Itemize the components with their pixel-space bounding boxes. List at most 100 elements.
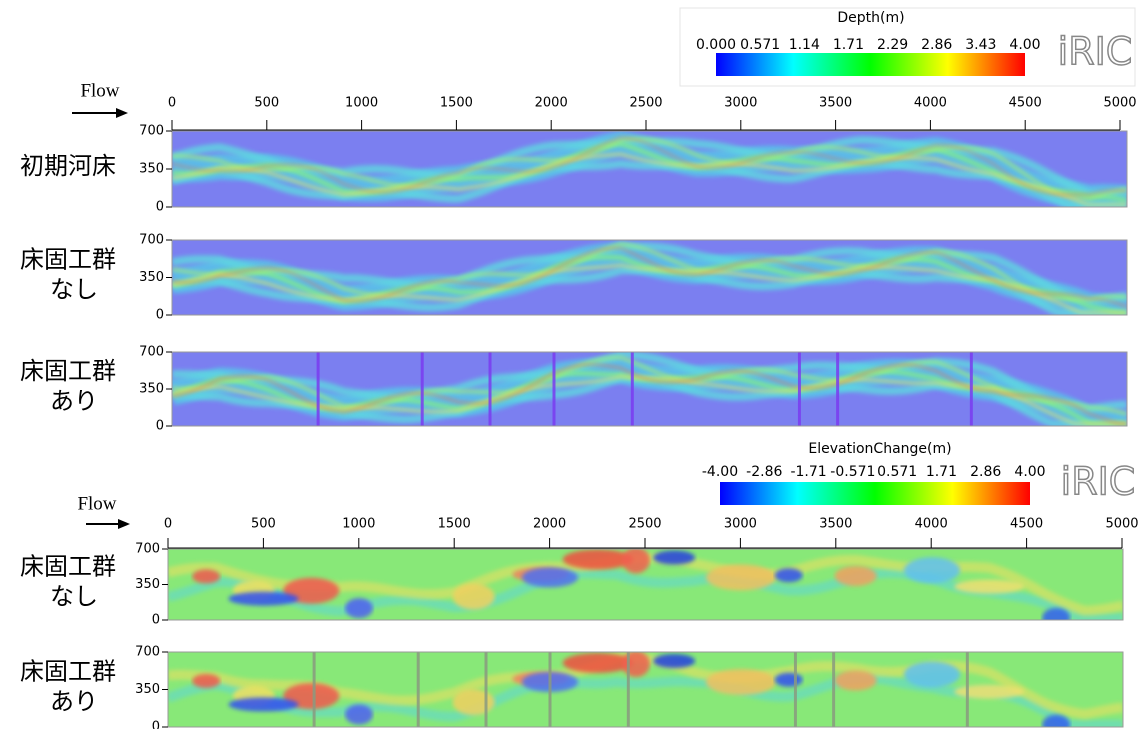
y-tick-label: 350 (139, 382, 164, 397)
legend-title: Depth(m) (837, 10, 904, 26)
panel-label: 床固工群 (20, 357, 116, 385)
flow-arrowhead (116, 108, 128, 118)
colorbar-label: -0.571 (830, 464, 875, 480)
change-blob (835, 671, 877, 691)
y-tick-label: 0 (156, 419, 164, 434)
colorbar-label: -4.00 (702, 464, 738, 480)
change-blob (653, 551, 695, 565)
x-tick-label: 1500 (440, 96, 473, 111)
logo: iRIC (1058, 30, 1133, 74)
panel (172, 352, 1127, 426)
colorbar-label: 1.71 (926, 464, 957, 480)
legend-title: ElevationChange(m) (808, 441, 951, 457)
x-tick-label: 4000 (915, 517, 948, 532)
x-tick-label: 5000 (1103, 96, 1136, 111)
change-blob (904, 662, 960, 688)
panel (168, 651, 1123, 729)
y-tick-label: 0 (152, 720, 160, 729)
colorbar-label: 0.571 (740, 37, 780, 53)
change-blob (453, 584, 495, 610)
x-tick-label: 4500 (1009, 96, 1042, 111)
x-tick-label: 1500 (438, 517, 471, 532)
y-tick-label: 700 (139, 345, 164, 360)
change-blob (706, 564, 776, 590)
colorbar (720, 482, 1030, 505)
change-blob (192, 674, 220, 688)
change-blob (345, 705, 373, 725)
x-tick-label: 5000 (1105, 517, 1138, 532)
change-blob (706, 669, 776, 695)
y-tick-label: 350 (135, 682, 160, 697)
x-tick-label: 2000 (533, 517, 566, 532)
change-blob (522, 567, 578, 587)
y-tick-label: 350 (139, 270, 164, 285)
change-blob (954, 580, 1024, 594)
change-blob (1042, 608, 1070, 628)
x-tick-label: 3500 (819, 96, 852, 111)
colorbar-label: 2.29 (877, 37, 908, 53)
flow-label: Flow (77, 493, 116, 514)
colorbar-label: -1.71 (790, 464, 826, 480)
panel-label: あり (50, 688, 98, 716)
colorbar (716, 53, 1025, 76)
colorbar-label: 1.14 (789, 37, 820, 53)
y-tick-label: 700 (139, 124, 164, 139)
flow-label: Flow (80, 80, 119, 101)
change-blob (229, 698, 299, 712)
y-tick-label: 700 (135, 645, 160, 660)
colorbar-label: 4.00 (1009, 37, 1040, 53)
panel (168, 547, 1123, 628)
y-tick-label: 0 (156, 200, 164, 215)
colorbar-label: 2.86 (970, 464, 1001, 480)
change-blob (653, 654, 695, 668)
colorbar-label: 0.000 (696, 37, 736, 53)
x-tick-label: 500 (251, 517, 276, 532)
figure: Depth(m)0.0000.5711.141.712.292.863.434.… (0, 0, 1140, 729)
change-blob (622, 547, 650, 573)
change-blob (229, 592, 299, 606)
panel (172, 240, 1127, 315)
x-tick-label: 0 (164, 517, 172, 532)
change-blob (775, 568, 803, 582)
colorbar-label: 2.86 (921, 37, 952, 53)
y-tick-label: 700 (135, 542, 160, 557)
change-blob (775, 673, 803, 687)
y-tick-label: 350 (135, 577, 160, 592)
change-blob (954, 685, 1024, 699)
colorbar-label: 0.571 (877, 464, 917, 480)
x-tick-label: 4500 (1010, 517, 1043, 532)
y-tick-label: 700 (139, 233, 164, 248)
panel-label: 初期河床 (20, 152, 116, 180)
y-tick-label: 0 (152, 613, 160, 628)
x-tick-label: 2500 (629, 96, 662, 111)
panel-label: 床固工群 (20, 246, 116, 274)
logo: iRIC (1061, 460, 1136, 504)
x-tick-label: 0 (168, 96, 176, 111)
change-blob (345, 598, 373, 618)
colorbar-label: 4.00 (1014, 464, 1045, 480)
change-blob (192, 569, 220, 583)
colorbar-label: 3.43 (965, 37, 996, 53)
x-tick-label: 1000 (342, 517, 375, 532)
panel-label: なし (50, 276, 98, 304)
x-tick-label: 3000 (724, 96, 757, 111)
y-tick-label: 350 (139, 162, 164, 177)
x-tick-label: 3500 (819, 517, 852, 532)
colorbar-label: -2.86 (746, 464, 782, 480)
panel-label: 床固工群 (20, 658, 116, 686)
flow-arrowhead (118, 519, 130, 529)
change-blob (453, 689, 495, 715)
x-tick-label: 500 (254, 96, 279, 111)
y-tick-label: 0 (156, 308, 164, 323)
panel-label: なし (50, 583, 98, 611)
colorbar-label: 1.71 (833, 37, 864, 53)
x-tick-label: 2000 (535, 96, 568, 111)
panel-label: あり (50, 387, 98, 415)
change-blob (904, 557, 960, 583)
change-blob (835, 566, 877, 586)
x-tick-label: 3000 (724, 517, 757, 532)
x-tick-label: 4000 (914, 96, 947, 111)
change-blob (622, 651, 650, 677)
panel-label: 床固工群 (20, 553, 116, 581)
x-tick-label: 2500 (628, 517, 661, 532)
